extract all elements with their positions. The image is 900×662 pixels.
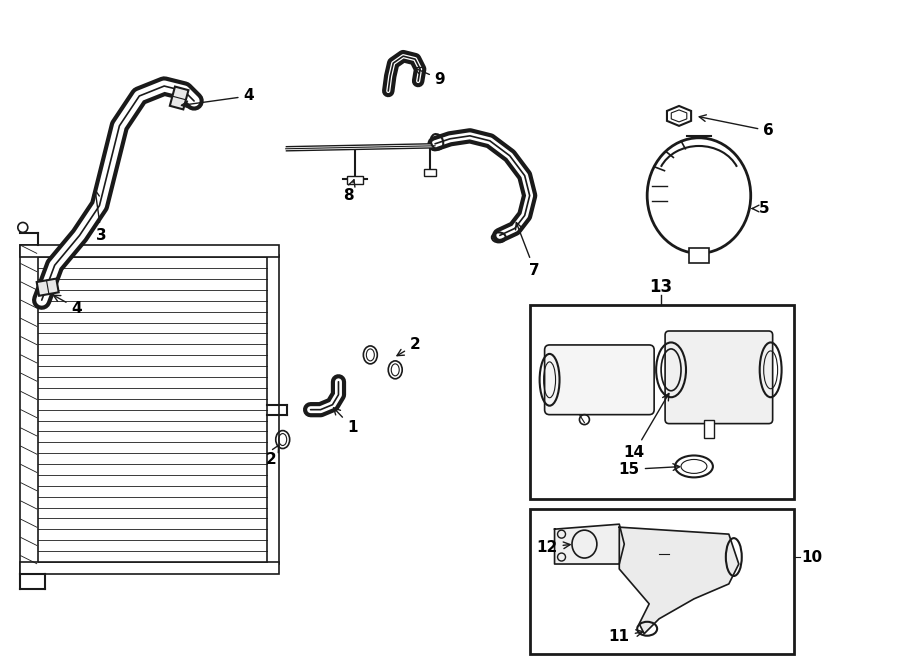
Bar: [20, 562, 279, 574]
Bar: [530, 305, 794, 499]
Text: 8: 8: [343, 180, 355, 203]
Text: 4: 4: [53, 295, 82, 316]
Bar: [704, 420, 714, 438]
Bar: [689, 248, 709, 263]
Text: 2: 2: [266, 446, 279, 467]
Bar: [424, 169, 436, 175]
Text: 13: 13: [650, 278, 672, 296]
Text: 3: 3: [93, 190, 107, 243]
Bar: [20, 246, 38, 574]
Bar: [38, 258, 266, 562]
Text: 7: 7: [516, 222, 540, 278]
Bar: [20, 246, 279, 258]
Text: 9: 9: [414, 68, 446, 87]
Text: 1: 1: [334, 408, 357, 435]
Text: 11: 11: [608, 629, 643, 644]
Polygon shape: [619, 527, 739, 634]
Bar: [347, 175, 364, 183]
Bar: [266, 256, 279, 564]
FancyBboxPatch shape: [544, 345, 654, 414]
Text: 12: 12: [536, 540, 571, 555]
Polygon shape: [554, 524, 625, 564]
Bar: [37, 279, 58, 296]
Bar: [530, 509, 794, 653]
Text: 2: 2: [397, 338, 420, 355]
FancyBboxPatch shape: [665, 331, 772, 424]
Text: 14: 14: [624, 393, 669, 460]
Text: 6: 6: [699, 115, 774, 138]
Text: 10: 10: [802, 549, 823, 565]
Text: 5: 5: [752, 201, 769, 216]
Text: 4: 4: [182, 89, 254, 108]
Text: 15: 15: [618, 462, 680, 477]
Bar: [170, 87, 188, 109]
